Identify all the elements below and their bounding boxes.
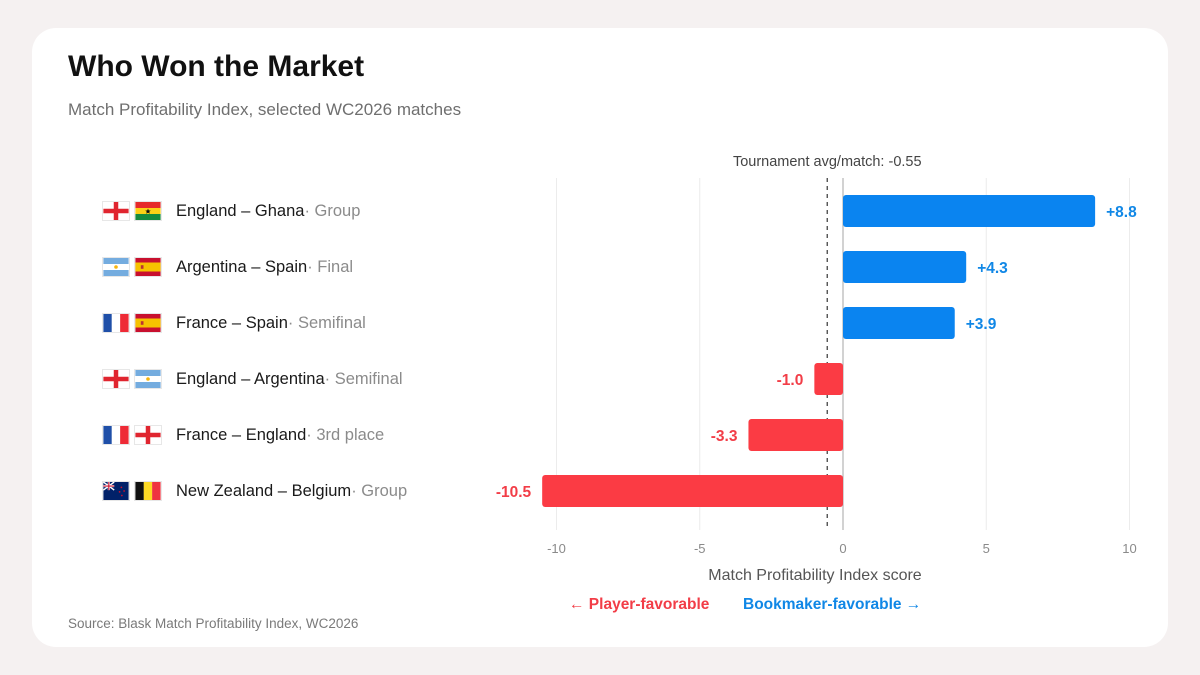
match-name: France – Spain bbox=[176, 313, 288, 332]
chart-card bbox=[32, 28, 1168, 647]
x-tick-label: -5 bbox=[694, 541, 706, 556]
england-flag-icon bbox=[134, 425, 162, 445]
match-stage: · Group bbox=[351, 481, 408, 500]
bar-value-label: -3.3 bbox=[711, 428, 738, 445]
match-name: Argentina – Spain bbox=[176, 257, 308, 276]
bar bbox=[843, 307, 955, 339]
bar-value-label: +8.8 bbox=[1106, 204, 1137, 221]
bar bbox=[814, 363, 843, 395]
match-name: England – Argentina bbox=[176, 369, 325, 388]
match-stage: · 3rd place bbox=[306, 425, 385, 444]
x-tick-label: 10 bbox=[1122, 541, 1136, 556]
match-name: New Zealand – Belgium bbox=[176, 481, 352, 500]
x-tick-label: -10 bbox=[547, 541, 566, 556]
new-zealand-flag-icon bbox=[102, 481, 130, 501]
match-row: New Zealand – Belgium · Group bbox=[102, 477, 407, 505]
legend-bookmaker-favorable: Bookmaker-favorable → bbox=[743, 596, 922, 613]
match-stage: · Final bbox=[307, 257, 354, 276]
bar-value-label: -10.5 bbox=[496, 484, 532, 501]
x-tick-label: 5 bbox=[983, 541, 990, 556]
match-stage: · Semifinal bbox=[287, 313, 366, 332]
france-flag-icon bbox=[102, 313, 130, 333]
chart-subtitle: Match Profitability Index, selected WC20… bbox=[68, 100, 462, 119]
bar bbox=[843, 251, 967, 283]
x-axis-title: Match Profitability Index score bbox=[708, 567, 922, 584]
match-stage: · Semifinal bbox=[324, 369, 403, 388]
belgium-flag-icon bbox=[134, 481, 162, 501]
argentina-flag-icon bbox=[134, 369, 162, 389]
argentina-flag-icon bbox=[102, 257, 130, 277]
bar bbox=[542, 475, 843, 507]
chart-title: Who Won the Market bbox=[68, 50, 365, 83]
ghana-flag-icon bbox=[134, 201, 162, 221]
match-row: France – England · 3rd place bbox=[102, 421, 384, 449]
match-name: France – England bbox=[176, 425, 307, 444]
match-name: England – Ghana bbox=[176, 201, 305, 220]
spain-flag-icon bbox=[134, 257, 162, 277]
england-flag-icon bbox=[102, 369, 130, 389]
match-stage: · Group bbox=[304, 201, 361, 220]
france-flag-icon bbox=[102, 425, 130, 445]
bar bbox=[843, 195, 1096, 227]
spain-flag-icon bbox=[134, 313, 162, 333]
reference-line-label: Tournament avg/match: -0.55 bbox=[733, 154, 922, 170]
bar-value-label: +3.9 bbox=[966, 316, 997, 333]
match-row: France – Spain · Semifinal bbox=[102, 309, 366, 337]
match-row: Argentina – Spain · Final bbox=[102, 253, 353, 281]
bar-value-label: -1.0 bbox=[777, 372, 804, 389]
match-row: England – Argentina · Semifinal bbox=[102, 365, 403, 393]
bar bbox=[748, 419, 843, 451]
match-row: England – Ghana · Group bbox=[102, 197, 360, 225]
source-note: Source: Blask Match Profitability Index,… bbox=[68, 616, 359, 631]
legend-player-favorable: ← Player-favorable bbox=[569, 596, 710, 613]
england-flag-icon bbox=[102, 201, 130, 221]
bar-value-label: +4.3 bbox=[977, 260, 1008, 277]
x-tick-label: 0 bbox=[839, 541, 846, 556]
